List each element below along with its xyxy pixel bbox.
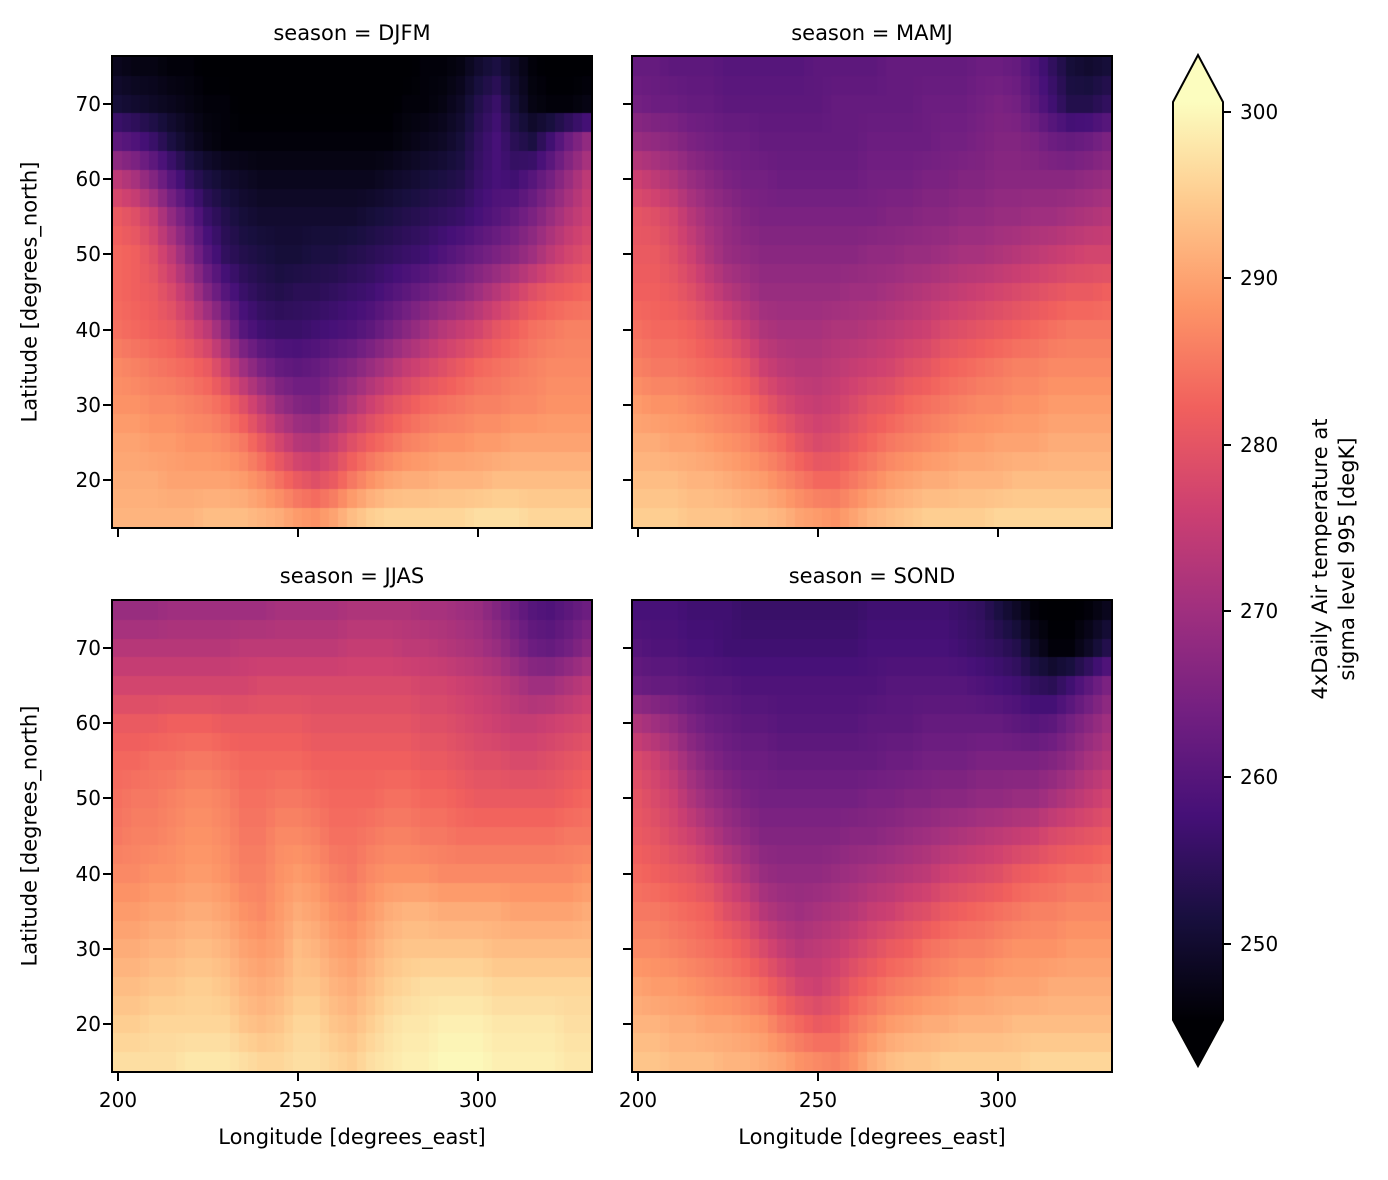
panel-jjas <box>111 599 593 1073</box>
tick-mark <box>103 329 111 331</box>
panel-sond <box>631 599 1113 1073</box>
tick-mark <box>103 948 111 950</box>
y-tick-label: 50 <box>75 242 101 266</box>
heatmap-sond <box>633 601 1111 1071</box>
tick-mark <box>623 178 631 180</box>
x-tick-label: 200 <box>618 1088 658 1112</box>
tick-mark <box>817 1073 819 1081</box>
tick-mark <box>997 1073 999 1081</box>
tick-mark <box>103 178 111 180</box>
heatmap-jjas <box>113 601 591 1071</box>
tick-mark <box>817 529 819 537</box>
facet-title-jjas: season = JJAS <box>279 564 425 588</box>
tick-mark <box>103 647 111 649</box>
y-tick-label: 60 <box>75 711 101 735</box>
colorbar-tick-label: 250 <box>1240 932 1279 956</box>
x-tick-label: 250 <box>278 1088 318 1112</box>
y-tick-label: 30 <box>75 937 101 961</box>
tick-mark <box>623 1023 631 1025</box>
colorbar-label-line2: sigma level 995 [degK] <box>1335 437 1359 681</box>
colorbar-label-line1: 4xDaily Air temperature at <box>1308 418 1332 700</box>
colorbar-gradient <box>1172 52 1224 1069</box>
tick-mark <box>103 404 111 406</box>
y-tick-label: 20 <box>75 1012 101 1036</box>
tick-mark <box>103 479 111 481</box>
y-tick-label: 70 <box>75 636 101 660</box>
tick-mark <box>623 103 631 105</box>
tick-mark <box>297 1073 299 1081</box>
tick-mark <box>623 722 631 724</box>
y-tick-label: 40 <box>75 318 101 342</box>
x-axis-label-right: Longitude [degrees_east] <box>738 1125 1006 1149</box>
tick-mark <box>297 529 299 537</box>
tick-mark <box>103 103 111 105</box>
tick-mark <box>637 529 639 537</box>
tick-mark <box>623 948 631 950</box>
tick-mark <box>997 529 999 537</box>
y-axis-label-top: Latitude [degrees_north] <box>17 161 42 423</box>
tick-mark <box>477 1073 479 1081</box>
tick-mark <box>623 797 631 799</box>
colorbar-label: 4xDaily Air temperature at sigma level 9… <box>1307 349 1361 769</box>
tick-mark <box>103 1023 111 1025</box>
y-tick-label: 40 <box>75 862 101 886</box>
tick-mark <box>117 1073 119 1081</box>
facet-title-mamj: season = MAMJ <box>791 21 953 45</box>
panel-djfm <box>111 55 593 529</box>
tick-mark <box>103 797 111 799</box>
tick-mark <box>103 873 111 875</box>
tick-mark <box>477 529 479 537</box>
y-tick-label: 50 <box>75 786 101 810</box>
colorbar-tick-label: 290 <box>1240 266 1279 290</box>
facet-title-sond: season = SOND <box>788 564 956 588</box>
x-axis-label-left: Longitude [degrees_east] <box>218 1125 486 1149</box>
y-tick-label: 20 <box>75 468 101 492</box>
colorbar <box>1172 52 1231 1069</box>
x-tick-label: 200 <box>98 1088 138 1112</box>
heatmap-mamj <box>633 57 1111 527</box>
y-tick-label: 70 <box>75 92 101 116</box>
x-tick-label: 300 <box>978 1088 1018 1112</box>
colorbar-tick-label: 260 <box>1240 765 1279 789</box>
x-tick-label: 250 <box>798 1088 838 1112</box>
heatmap-djfm <box>113 57 591 527</box>
colorbar-tick-label: 300 <box>1240 100 1279 124</box>
tick-mark <box>623 873 631 875</box>
panel-mamj <box>631 55 1113 529</box>
tick-mark <box>103 722 111 724</box>
y-tick-label: 30 <box>75 393 101 417</box>
facet-title-djfm: season = DJFM <box>273 21 431 45</box>
y-tick-label: 60 <box>75 167 101 191</box>
colorbar-tick-label: 270 <box>1240 599 1279 623</box>
tick-mark <box>117 529 119 537</box>
x-tick-label: 300 <box>458 1088 498 1112</box>
y-axis-label-bottom: Latitude [degrees_north] <box>17 705 42 967</box>
tick-mark <box>637 1073 639 1081</box>
colorbar-ticks <box>1223 111 1231 945</box>
tick-mark <box>623 647 631 649</box>
tick-mark <box>103 253 111 255</box>
tick-mark <box>623 404 631 406</box>
tick-mark <box>623 329 631 331</box>
tick-mark <box>623 253 631 255</box>
colorbar-tick-label: 280 <box>1240 433 1279 457</box>
tick-mark <box>623 479 631 481</box>
